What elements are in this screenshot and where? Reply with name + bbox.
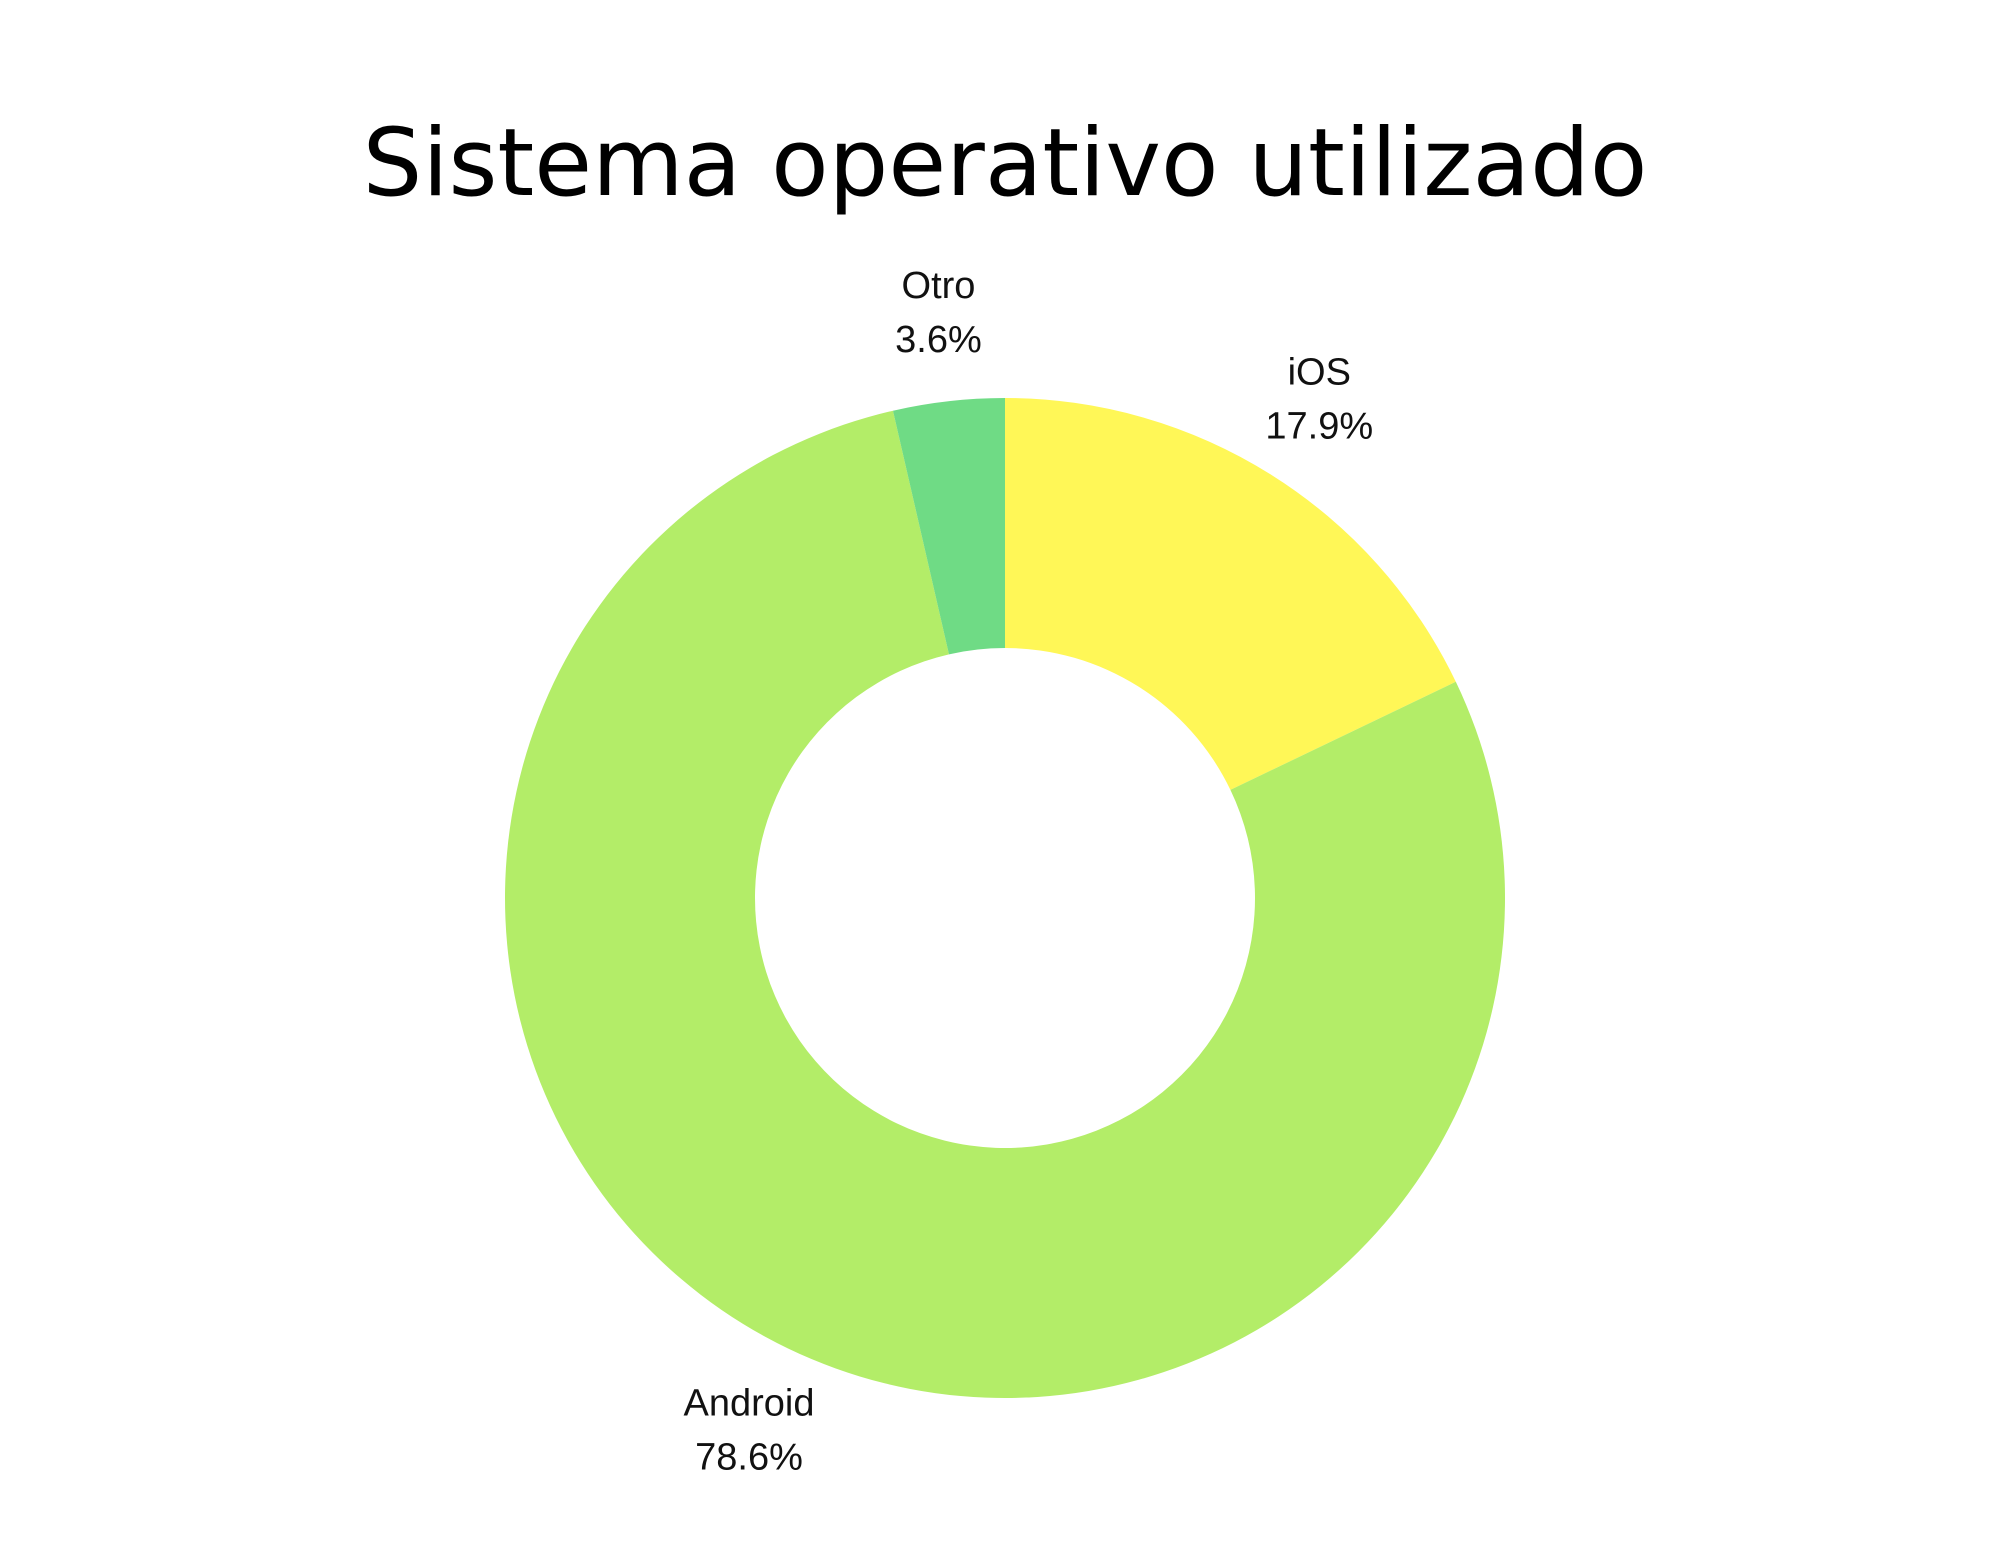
slice-label-android: Android <box>684 1383 815 1425</box>
slice-ios <box>1005 398 1456 790</box>
labels-group: iOS 17.9% Android 78.6% Otro 3.6% <box>684 265 1374 1479</box>
slice-value-otro: 3.6% <box>895 319 982 361</box>
slice-value-ios: 17.9% <box>1265 406 1373 448</box>
slice-value-android: 78.6% <box>695 1437 803 1479</box>
chart-title: Sistema operativo utilizado <box>363 109 1648 218</box>
slice-otro <box>892 398 1005 655</box>
slice-label-otro: Otro <box>902 265 976 307</box>
slices-group <box>505 398 1505 1398</box>
slice-label-ios: iOS <box>1288 352 1351 394</box>
slice-android <box>505 410 1505 1398</box>
